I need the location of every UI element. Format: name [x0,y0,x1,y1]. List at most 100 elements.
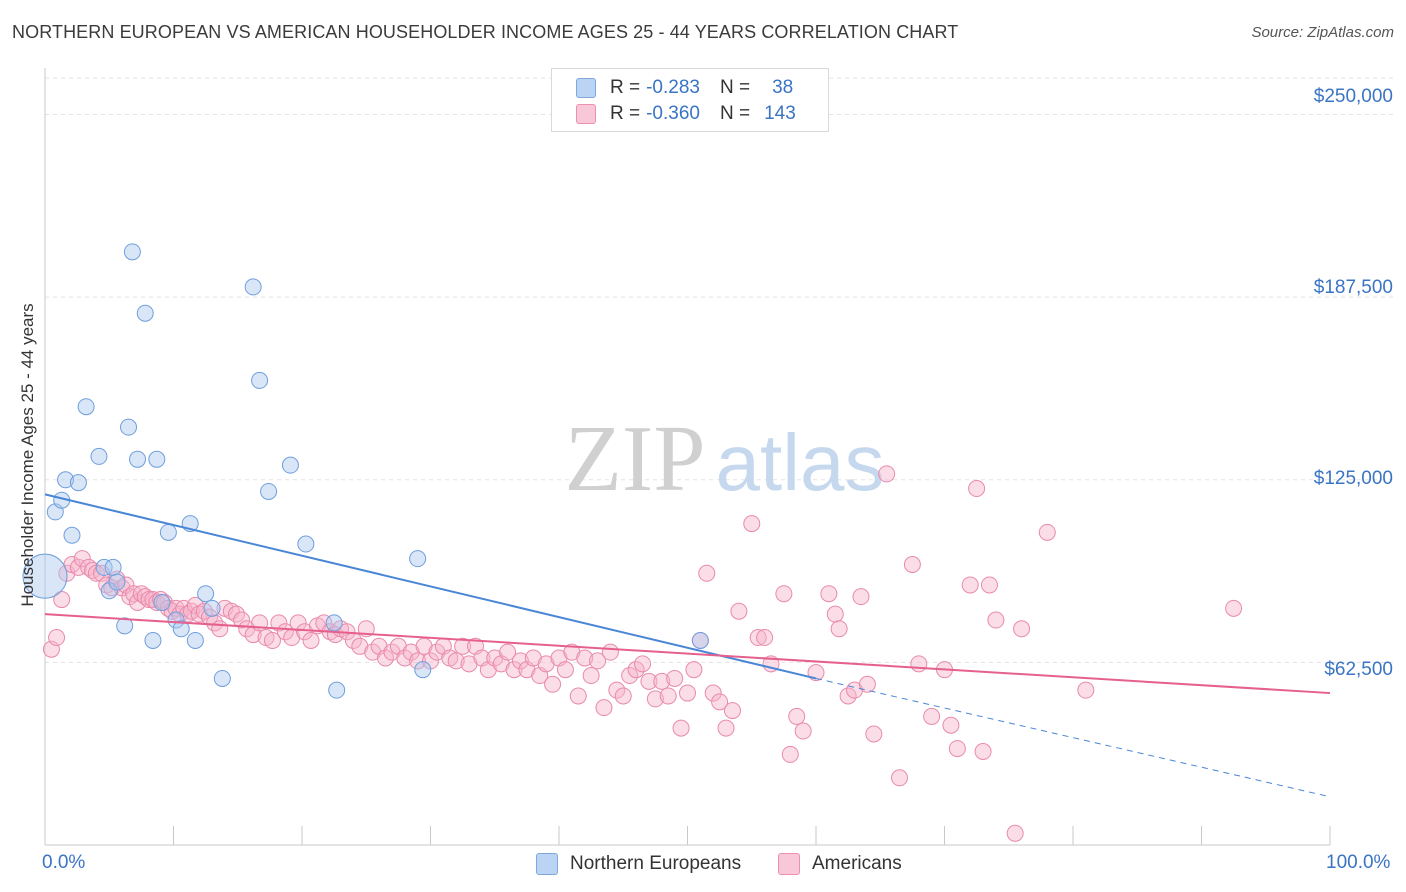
data-point [1013,620,1031,638]
data-point [621,667,639,685]
data-point [95,558,113,576]
bottom-legend-label-northern-europeans: Northern Europeans [570,853,742,874]
data-point [325,614,343,632]
data-point [704,684,722,702]
data-point [414,661,432,679]
data-point [1077,681,1095,699]
data-point [672,719,690,737]
bottom-legend-americans: Americans [778,852,902,876]
data-point [454,637,472,655]
data-point [120,418,138,436]
data-point [281,456,299,474]
data-point [865,725,883,743]
y-tick-label-250000: $250,000 [1313,86,1393,107]
data-point [974,742,992,760]
data-point [90,447,108,465]
data-point [826,605,844,623]
legend-n-value: 143 [764,103,796,124]
data-point [961,576,979,594]
data-point [614,687,632,705]
data-point [297,535,315,553]
data-point [244,278,262,296]
data-point [396,649,414,667]
data-point [576,649,594,667]
legend-r-label: R = [610,103,641,124]
data-point [659,687,677,705]
data-point [53,591,71,609]
data-point [505,661,523,679]
data-point [775,585,793,603]
data-point [213,669,231,687]
data-point [108,573,126,591]
data-point [328,681,346,699]
data-point [233,611,251,629]
y-tick-label-62500: $62,500 [1324,659,1393,680]
legend-r-value: -0.360 [646,103,700,124]
data-point [711,693,729,711]
data-point [987,611,1005,629]
bottom-legend-swatch-northern-europeans [536,853,558,875]
data-point [211,620,229,638]
x-tick-label-min: 0.0% [42,852,86,873]
data-point [948,740,966,758]
data-point [968,480,986,498]
data-point [685,661,703,679]
legend-row-northern-europeans: R = -0.283 N = 38 [576,75,793,101]
data-point [144,631,162,649]
chart-title: NORTHERN EUROPEAN VS AMERICAN HOUSEHOLDE… [12,22,959,42]
correlation-legend: R = -0.283 N = 38 R = -0.360 N = 143 [551,68,829,132]
data-point [377,649,395,667]
data-point [409,550,427,568]
data-point [891,769,909,787]
data-point [270,614,288,632]
legend-n-label: N = [719,103,751,124]
data-point [730,602,748,620]
data-point [69,558,87,576]
data-point [499,643,517,661]
data-point [511,652,529,670]
data-point [447,652,465,670]
data-point [627,661,645,679]
data-point [260,482,278,500]
legend-swatch-northern-europeans [576,78,596,98]
data-point [858,675,876,693]
data-point [820,585,838,603]
y-tick-label-125000: $125,000 [1313,468,1393,489]
data-point [251,371,269,389]
data-point [601,643,619,661]
x-tick-label-max: 100.0% [1326,852,1391,873]
data-point [582,667,600,685]
data-point [203,599,221,617]
data-point [788,707,806,725]
data-point [717,719,735,737]
data-point [167,611,185,629]
data-point [666,669,684,687]
legend-row-americans: R = -0.360 N = 143 [576,101,796,127]
data-point [794,722,812,740]
data-point [910,655,928,673]
data-point [123,243,141,261]
data-point [153,593,171,611]
data-point [839,687,857,705]
data-point [698,564,716,582]
trend-line-northern-europeans [44,493,817,680]
y-tick-label-187500: $187,500 [1313,277,1393,298]
data-point [942,716,960,734]
data-point [63,526,81,544]
data-point [556,661,574,679]
legend-swatch-americans [576,104,596,124]
data-point [569,687,587,705]
data-point [544,675,562,693]
data-point [781,745,799,763]
data-point [640,672,658,690]
y-axis-title: Householder Income Ages 25 - 44 years [18,303,37,607]
data-point [595,699,613,717]
trend-line-americans [44,613,1331,695]
data-point [679,684,696,702]
data-point [73,550,91,568]
legend-r-label: R = [610,77,641,98]
data-point [634,655,652,673]
data-point [903,555,921,573]
data-point [756,629,774,647]
